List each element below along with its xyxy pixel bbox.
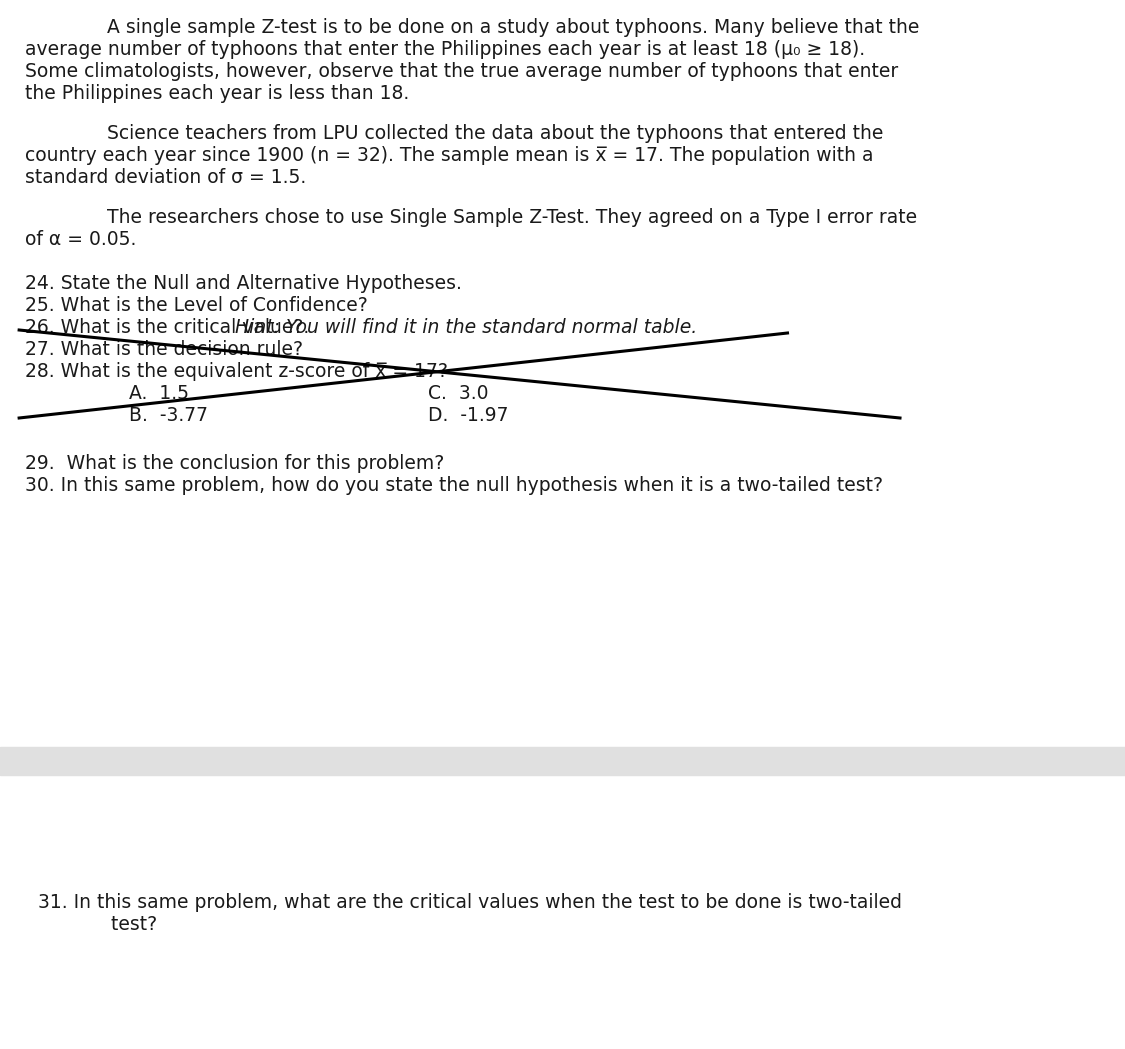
- Text: Science teachers from LPU collected the data about the typhoons that entered the: Science teachers from LPU collected the …: [107, 124, 883, 143]
- Text: of α = 0.05.: of α = 0.05.: [25, 230, 136, 249]
- Text: 30. In this same problem, how do you state the null hypothesis when it is a two-: 30. In this same problem, how do you sta…: [25, 476, 883, 495]
- Text: C.  3.0: C. 3.0: [428, 384, 488, 403]
- Text: Some climatologists, however, observe that the true average number of typhoons t: Some climatologists, however, observe th…: [25, 62, 898, 81]
- Text: A.  1.5: A. 1.5: [129, 384, 189, 403]
- Text: The researchers chose to use Single Sample Z-Test. They agreed on a Type I error: The researchers chose to use Single Samp…: [107, 208, 917, 227]
- Text: Hint: You will find it in the standard normal table.: Hint: You will find it in the standard n…: [234, 318, 696, 337]
- Text: 27. What is the decision rule?: 27. What is the decision rule?: [25, 340, 303, 359]
- Bar: [0, 747, 1125, 775]
- Text: A single sample Z-test is to be done on a study about typhoons. Many believe tha: A single sample Z-test is to be done on …: [107, 18, 919, 37]
- Text: 28. What is the equivalent z-score of x̅ = 17?: 28. What is the equivalent z-score of x̅…: [25, 362, 448, 381]
- Text: average number of typhoons that enter the Philippines each year is at least 18 (: average number of typhoons that enter th…: [25, 40, 865, 59]
- Text: country each year since 1900 (n = 32). The sample mean is x̅ = 17. The populatio: country each year since 1900 (n = 32). T…: [25, 146, 873, 165]
- Text: B.  -3.77: B. -3.77: [129, 406, 208, 425]
- Text: 29.  What is the conclusion for this problem?: 29. What is the conclusion for this prob…: [25, 454, 444, 473]
- Text: test?: test?: [75, 915, 158, 934]
- Text: the Philippines each year is less than 18.: the Philippines each year is less than 1…: [25, 84, 409, 103]
- Text: 25. What is the Level of Confidence?: 25. What is the Level of Confidence?: [25, 296, 368, 315]
- Text: 26. What is the critical value?.: 26. What is the critical value?.: [25, 318, 315, 337]
- Text: D.  -1.97: D. -1.97: [428, 406, 508, 425]
- Text: standard deviation of σ = 1.5.: standard deviation of σ = 1.5.: [25, 168, 306, 187]
- Text: 24. State the Null and Alternative Hypotheses.: 24. State the Null and Alternative Hypot…: [25, 274, 461, 293]
- Text: 31. In this same problem, what are the critical values when the test to be done : 31. In this same problem, what are the c…: [38, 893, 902, 912]
